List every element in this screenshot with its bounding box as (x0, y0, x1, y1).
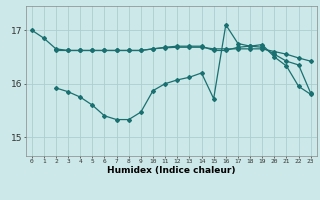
X-axis label: Humidex (Indice chaleur): Humidex (Indice chaleur) (107, 166, 236, 175)
